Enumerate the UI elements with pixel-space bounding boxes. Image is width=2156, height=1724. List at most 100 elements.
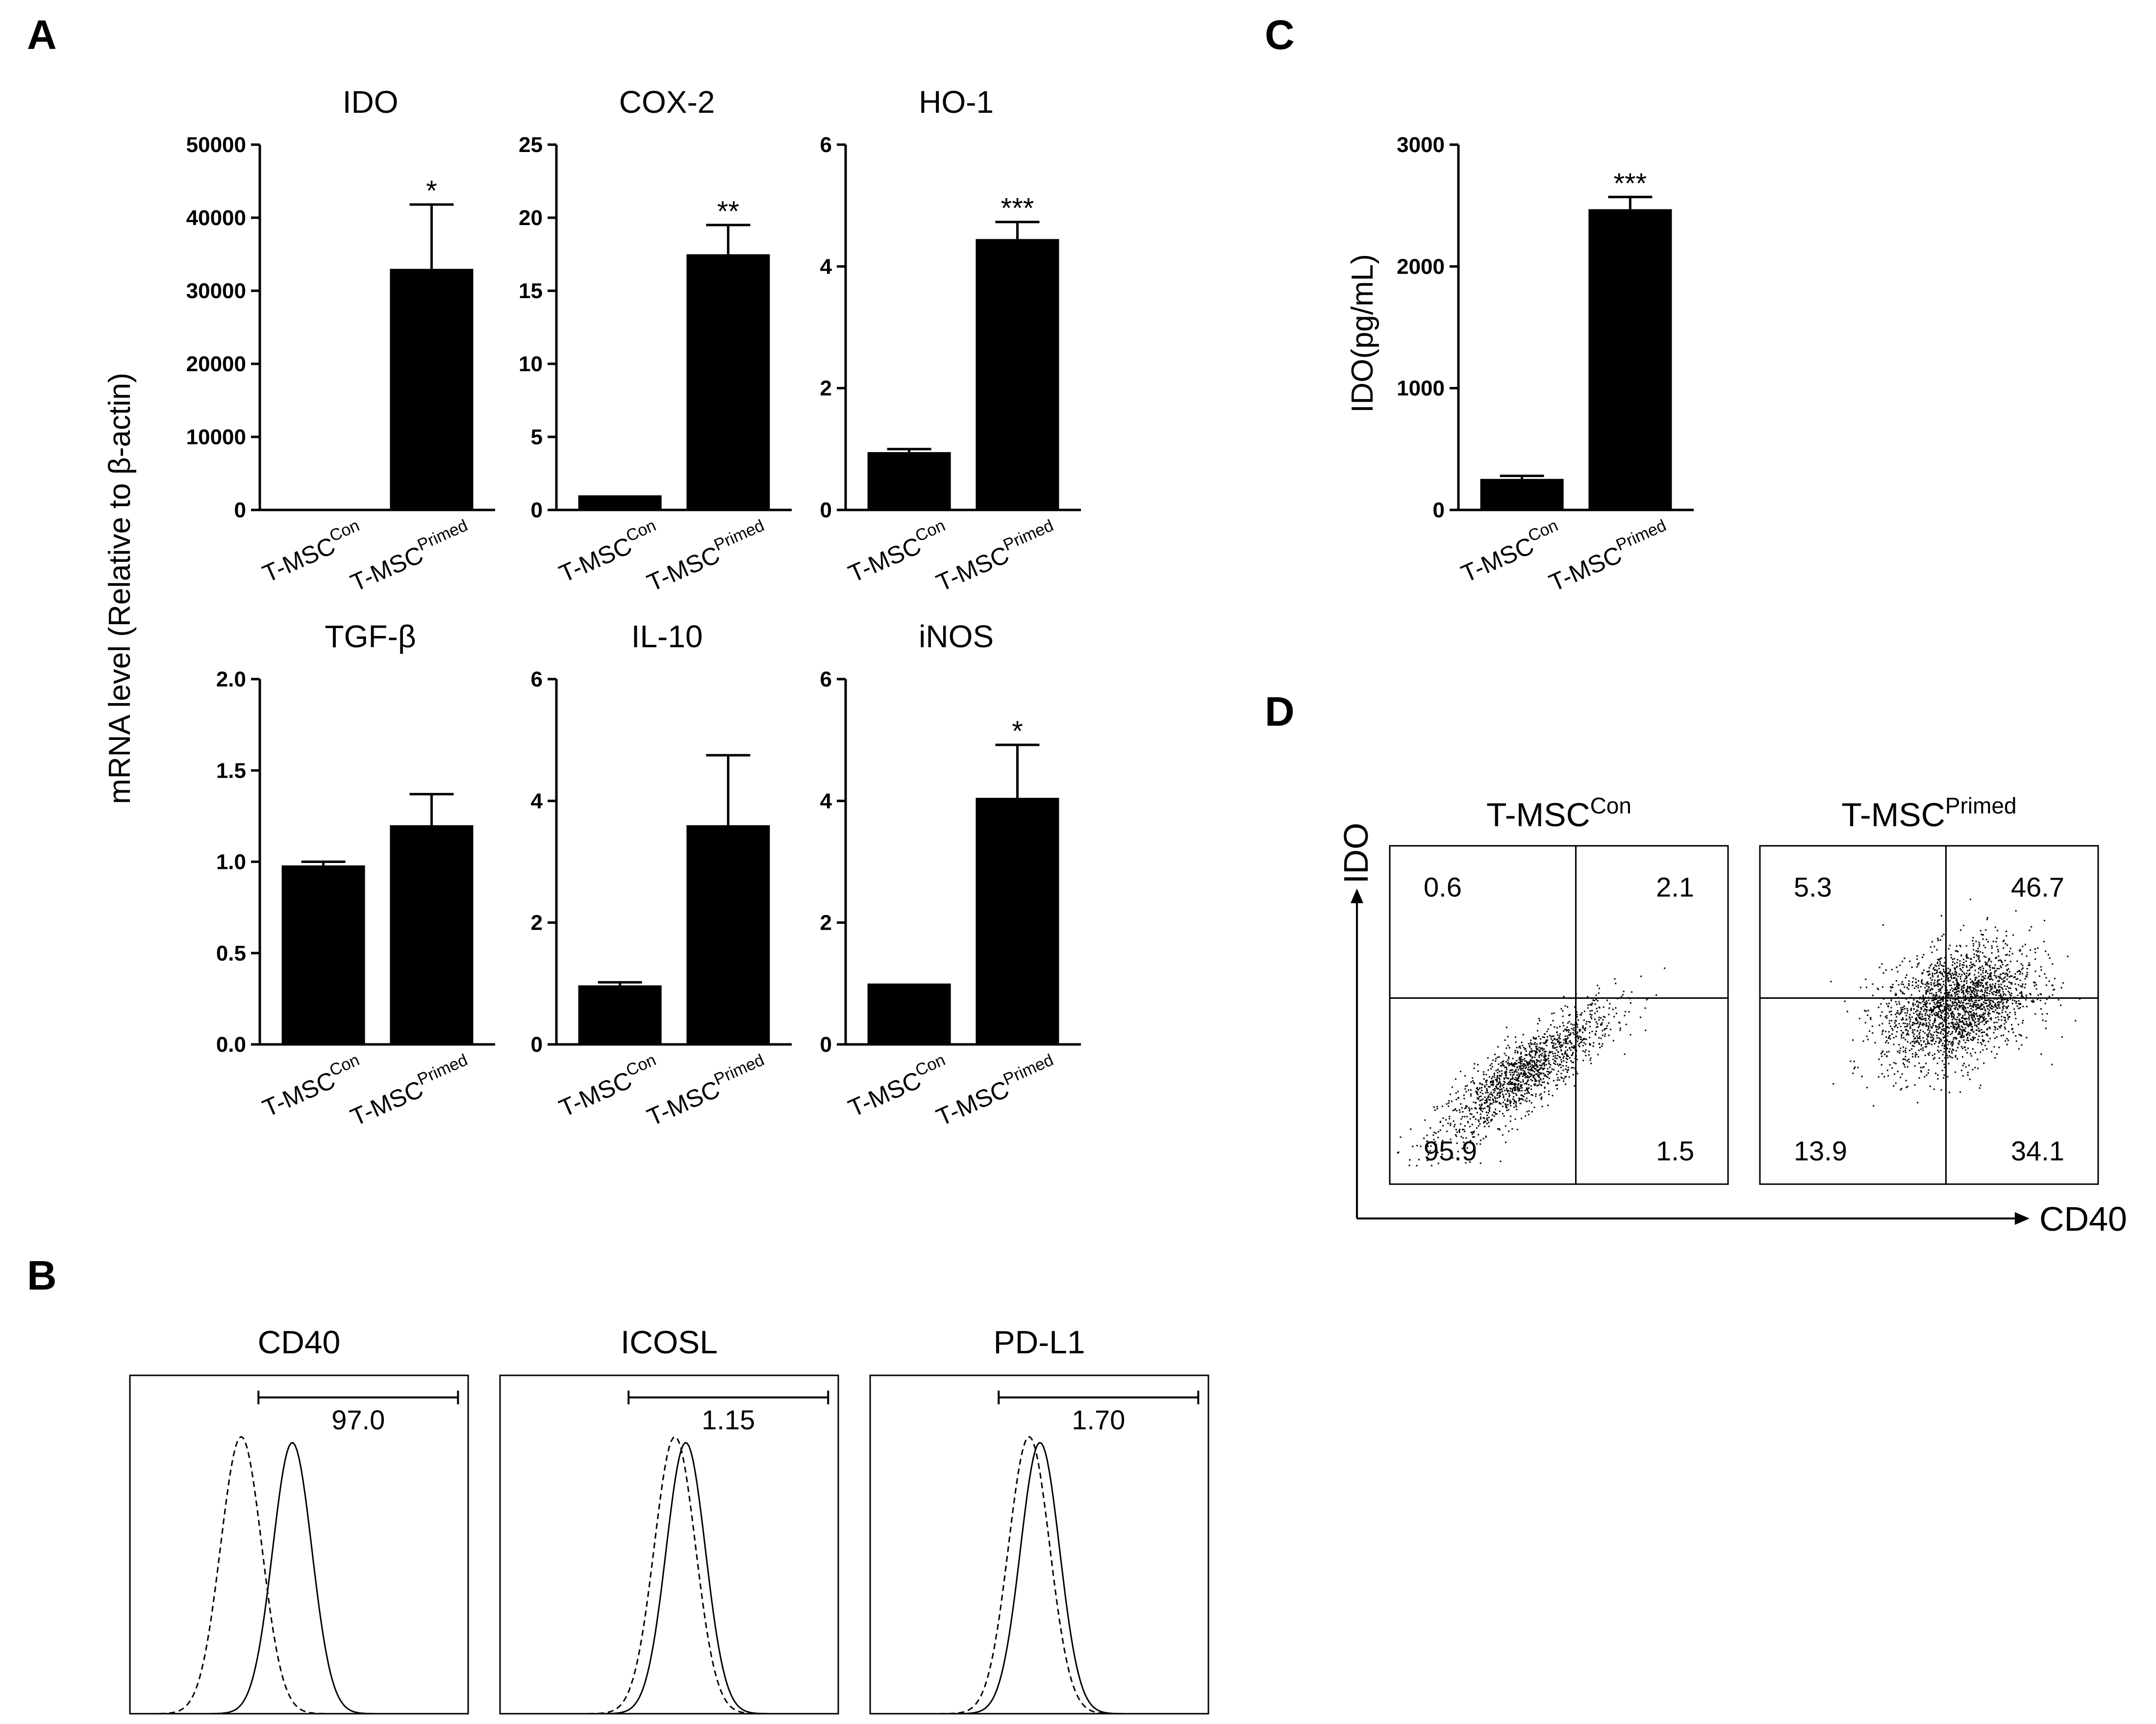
- scatter-point: [1527, 1064, 1529, 1065]
- scatter-point: [1567, 1029, 1569, 1031]
- scatter-point: [1901, 1034, 1903, 1036]
- scatter-point: [1981, 976, 1983, 978]
- scatter-point: [1948, 1009, 1950, 1011]
- scatter-point: [1576, 1023, 1578, 1025]
- scatter-point: [1962, 1037, 1964, 1038]
- scatter-point: [1548, 1093, 1550, 1095]
- scatter-point: [1530, 1102, 1532, 1104]
- scatter-point: [1940, 1004, 1941, 1006]
- scatter-point: [1439, 1129, 1441, 1131]
- scatter-point: [1926, 1024, 1928, 1026]
- scatter-point: [1533, 1065, 1535, 1067]
- scatter-point: [1526, 1054, 1528, 1056]
- scatter-point: [1446, 1130, 1448, 1132]
- scatter-point: [2014, 1014, 2016, 1015]
- scatter-point: [2067, 956, 2069, 958]
- scatter-point: [1957, 990, 1959, 992]
- scatter-point: [1943, 1064, 1945, 1065]
- scatter-point: [1942, 1011, 1944, 1013]
- scatter-point: [1955, 1001, 1956, 1003]
- scatter-point: [1476, 1112, 1478, 1114]
- scatter-point: [1519, 1065, 1521, 1067]
- scatter-point: [1486, 1118, 1488, 1120]
- scatter-point: [2007, 1039, 2009, 1041]
- scatter-point: [1935, 998, 1937, 1000]
- scatter-point: [1983, 996, 1985, 998]
- scatter-point: [1993, 991, 1995, 992]
- scatter-point: [2005, 1028, 2006, 1030]
- scatter-point: [1455, 1092, 1457, 1094]
- scatter-point: [1493, 1111, 1495, 1113]
- scatter-point: [1887, 1037, 1889, 1039]
- scatter-point: [1912, 1002, 1914, 1004]
- scatter-point: [2005, 973, 2006, 975]
- scatter-point: [1530, 1088, 1532, 1090]
- scatter-point: [1941, 986, 1943, 988]
- scatter-point: [1930, 977, 1931, 979]
- scatter-point: [1440, 1120, 1442, 1122]
- scatter-point: [2000, 965, 2002, 967]
- scatter-point: [1624, 1053, 1626, 1055]
- scatter-point: [1538, 1071, 1540, 1073]
- scatter-point: [1978, 972, 1980, 974]
- scatter-point: [1914, 1029, 1916, 1031]
- quadrant-value-ll: 13.9: [1794, 1136, 1847, 1166]
- scatter-point: [1905, 974, 1907, 976]
- scatter-point: [1921, 979, 1923, 981]
- scatter-point: [1542, 1047, 1543, 1049]
- y-tick-label: 2000: [1397, 254, 1445, 279]
- scatter-point: [1955, 997, 1957, 999]
- scatter-point: [1562, 1010, 1564, 1012]
- scatter-point: [1565, 1041, 1567, 1043]
- scatter-point: [1947, 1035, 1949, 1037]
- scatter-point: [1546, 1059, 1548, 1061]
- scatter-point: [1533, 1050, 1535, 1052]
- scatter-point: [1968, 1065, 1970, 1066]
- scatter-point: [1989, 985, 1991, 987]
- scatter-point: [1938, 1025, 1940, 1027]
- scatter-point: [1962, 1026, 1964, 1028]
- scatter-point: [1967, 996, 1969, 998]
- scatter-point: [1471, 1123, 1473, 1125]
- scatter-point: [1989, 978, 1991, 980]
- scatter-point: [1486, 1084, 1488, 1086]
- scatter-point: [1542, 1049, 1544, 1051]
- scatter-point: [1560, 1041, 1562, 1043]
- scatter-point: [1946, 1012, 1948, 1014]
- scatter-point: [1956, 1004, 1958, 1006]
- scatter-point: [1496, 1113, 1498, 1115]
- scatter-point: [1540, 1098, 1542, 1100]
- scatter-point: [1998, 960, 2000, 962]
- scatter-point: [1477, 1093, 1479, 1095]
- scatter-point: [1975, 997, 1977, 999]
- scatter-point: [1547, 1068, 1549, 1070]
- scatter-point: [1502, 1113, 1504, 1115]
- scatter-point: [1534, 1041, 1536, 1043]
- scatter-point: [1492, 1085, 1494, 1087]
- scatter-point: [1945, 986, 1947, 988]
- scatter-point: [1522, 1079, 1524, 1081]
- scatter-point: [2040, 993, 2042, 995]
- scatter-point: [1955, 1028, 1957, 1030]
- scatter-point: [1400, 1136, 1402, 1138]
- scatter-point: [1950, 995, 1952, 997]
- scatter-point: [1575, 1011, 1577, 1013]
- scatter-point: [1519, 1047, 1521, 1049]
- scatter-point: [1946, 1004, 1948, 1006]
- scatter-point: [1977, 995, 1979, 997]
- scatter-point: [1563, 1060, 1565, 1062]
- scatter-point: [2007, 990, 2009, 992]
- scatter-point: [1939, 939, 1941, 941]
- scatter-point: [1467, 1121, 1469, 1123]
- scatter-point: [1969, 1078, 1971, 1080]
- scatter-point: [1921, 1014, 1923, 1015]
- scatter-point: [1880, 1064, 1882, 1066]
- scatter-point: [1962, 995, 1964, 997]
- scatter-point: [1920, 1008, 1922, 1010]
- scatter-point: [1986, 999, 1988, 1001]
- scatter-point: [1492, 1076, 1494, 1078]
- scatter-point: [1998, 1006, 2000, 1007]
- scatter-point: [1513, 1083, 1515, 1085]
- scatter-point: [1640, 975, 1642, 977]
- scatter-point: [1981, 1043, 1982, 1045]
